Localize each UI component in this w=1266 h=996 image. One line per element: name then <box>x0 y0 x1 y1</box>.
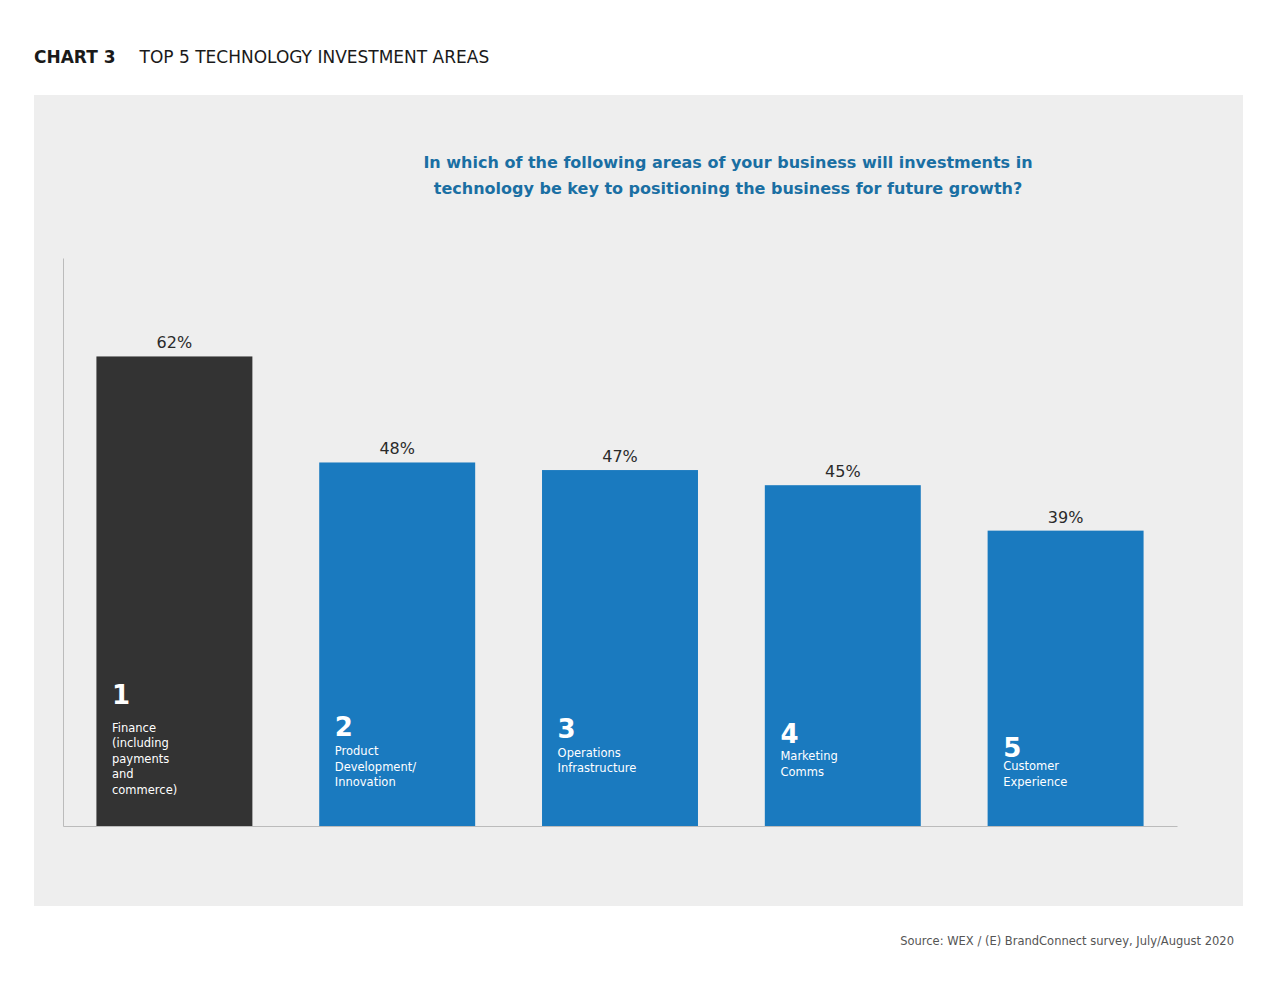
bar <box>765 485 921 826</box>
text-line: Marketing <box>780 749 837 763</box>
data-label: 47% <box>602 447 638 466</box>
text-line: Innovation <box>335 775 396 789</box>
x-axis <box>64 826 1178 827</box>
text-line: commerce) <box>112 783 177 797</box>
chart-title: TOP 5 TECHNOLOGY INVESTMENT AREAS <box>139 47 490 67</box>
rank-label: 3 <box>558 714 576 744</box>
data-label: 62% <box>157 333 193 352</box>
text-line: In which of the following areas of your … <box>423 153 1032 172</box>
rank-label: 4 <box>780 719 798 749</box>
text-line: Operations <box>558 745 621 759</box>
text-line: Experience <box>1003 774 1067 788</box>
rank-label: 2 <box>335 712 353 742</box>
data-label: 45% <box>825 462 861 481</box>
x-axis-line <box>64 826 1178 827</box>
data-label: 39% <box>1048 508 1084 527</box>
data-label: 48% <box>379 439 415 458</box>
bar <box>542 470 698 826</box>
bar-texts: 62% 48% 47% 45% 39% 1 Finance (including payment… <box>112 333 1083 796</box>
text-line: and <box>112 767 134 781</box>
text-line: (including <box>112 736 169 750</box>
text-line: Comms <box>780 764 823 778</box>
y-axis-line <box>63 259 64 827</box>
text-line: Customer <box>1003 759 1059 773</box>
category-label: MarketingComms <box>780 749 837 779</box>
bar <box>96 356 252 826</box>
rank-label: 1 <box>112 680 130 710</box>
bar <box>319 462 475 826</box>
bar <box>988 531 1144 826</box>
panel-background <box>34 95 1243 906</box>
text-line: Product <box>335 744 379 758</box>
chart-label: CHART 3 <box>34 47 116 67</box>
chart-svg: CHART 3 TOP 5 TECHNOLOGY INVESTMENT AREAS… <box>0 0 1266 996</box>
text-line: Development/ <box>335 759 416 773</box>
text-line: Finance <box>112 720 156 734</box>
category-label: Operations Infrastructure <box>558 745 637 775</box>
text-line: Infrastructure <box>558 761 637 775</box>
source-note: Source: WEX / (E) BrandConnect survey, J… <box>900 934 1234 948</box>
text-line: payments <box>112 752 169 766</box>
chart-header: CHART 3 TOP 5 TECHNOLOGY INVESTMENT AREAS <box>34 47 489 67</box>
text-line: technology be key to positioning the bus… <box>434 179 1022 198</box>
chart-subtitle: In which of the following areas of your … <box>423 153 1032 198</box>
category-label: ProductDevelopment/Innovation <box>335 744 416 789</box>
bars <box>96 356 1143 826</box>
category-label: CustomerExperience <box>1003 759 1067 789</box>
category-label: Finance (including paymentsand commerce) <box>112 720 177 796</box>
y-axis <box>63 259 64 827</box>
